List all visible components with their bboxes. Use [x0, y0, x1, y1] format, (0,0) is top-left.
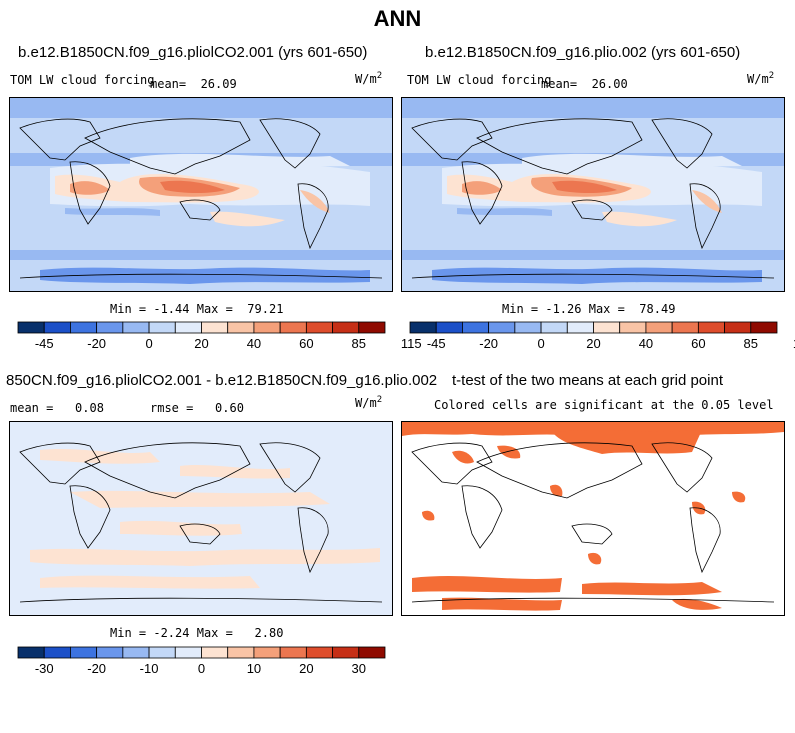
- colorbar-cell: [253, 321, 281, 334]
- colorbar-cell: [462, 321, 490, 334]
- colorbar-tick-label: -30: [35, 661, 54, 676]
- panel3-colorbar: -30 -20 -10 0 10 20 30: [17, 646, 386, 679]
- colorbar-cell: [305, 646, 333, 659]
- colorbar-cell: [514, 321, 542, 334]
- panel1-minmax: Min = -1.44 Max = 79.21: [110, 302, 284, 316]
- colorbar-cell: [697, 321, 725, 334]
- colorbar-cell: [43, 646, 71, 659]
- colorbar-tick-label: 20: [194, 336, 208, 351]
- panel4-map: [401, 421, 785, 616]
- panel1-map: [9, 97, 393, 292]
- colorbar-cell: [358, 646, 386, 659]
- colorbar-cell: [305, 321, 333, 334]
- colorbar-tick-label: -20: [87, 661, 106, 676]
- colorbar-tick-label: 0: [145, 336, 152, 351]
- colorbar-tick-label: 40: [247, 336, 261, 351]
- panel1-colorbar: -45 -20 0 20 40 60 85 115: [17, 321, 422, 354]
- colorbar-tick-label: 85: [352, 336, 366, 351]
- panel3-title: 850CN.f09_g16.pliolCO2.001 - b.e12.B1850…: [6, 372, 438, 389]
- colorbar-tick-label: -20: [87, 336, 106, 351]
- panel1-mean: mean= 26.09: [150, 77, 237, 91]
- colorbar-tick-label: 85: [744, 336, 758, 351]
- colorbar-cell: [671, 321, 699, 334]
- colorbar-cell: [435, 321, 463, 334]
- colorbar-cell: [279, 646, 307, 659]
- colorbar-cell: [645, 321, 673, 334]
- colorbar-cell: [96, 646, 124, 659]
- panel1-units: W/m2: [355, 71, 383, 86]
- panel3-minmax: Min = -2.24 Max = 2.80: [110, 626, 284, 640]
- colorbar-cell: [43, 321, 71, 334]
- colorbar-tick-label: 40: [639, 336, 653, 351]
- colorbar-tick-label: 60: [691, 336, 705, 351]
- colorbar-tick-label: 0: [198, 661, 205, 676]
- colorbar-tick-label: 115: [401, 336, 422, 351]
- colorbar-cell: [201, 646, 229, 659]
- colorbar-cell: [174, 321, 202, 334]
- colorbar-tick-label: 20: [299, 661, 313, 676]
- colorbar-cell: [70, 646, 98, 659]
- colorbar-cell: [488, 321, 516, 334]
- panel2-variable: TOM LW cloud forcing: [407, 73, 552, 87]
- colorbar-cell: [227, 646, 255, 659]
- colorbar-cell: [96, 321, 124, 334]
- colorbar-cell: [148, 646, 176, 659]
- panel1-title: b.e12.B1850CN.f09_g16.pliolCO2.001 (yrs …: [18, 44, 368, 61]
- panel3-units: W/m2: [355, 395, 383, 410]
- panel2-minmax: Min = -1.26 Max = 78.49: [502, 302, 676, 316]
- colorbar-cell: [619, 321, 647, 334]
- panel2-colorbar: -45 -20 0 20 40 60 85 115: [409, 321, 795, 354]
- colorbar-cell: [174, 646, 202, 659]
- colorbar-tick-label: 30: [352, 661, 366, 676]
- colorbar-cell: [279, 321, 307, 334]
- colorbar-cell: [593, 321, 621, 334]
- panel3-mean: mean = 0.08: [10, 401, 104, 415]
- panel3-rmse: rmse = 0.60: [150, 401, 244, 415]
- colorbar-cell: [540, 321, 568, 334]
- colorbar-tick-label: -45: [35, 336, 54, 351]
- colorbar-cell: [358, 321, 386, 334]
- colorbar-cell: [750, 321, 778, 334]
- colorbar-tick-label: 20: [586, 336, 600, 351]
- colorbar-cell: [122, 321, 150, 334]
- colorbar-cell: [17, 646, 45, 659]
- panel2-units: W/m2: [747, 71, 775, 86]
- colorbar-tick-label: 10: [247, 661, 261, 676]
- colorbar-cell: [253, 646, 281, 659]
- panel3-map: [9, 421, 393, 616]
- panel4-subtitle: Colored cells are significant at the 0.0…: [434, 398, 774, 412]
- colorbar-cell: [148, 321, 176, 334]
- colorbar-tick-label: -10: [140, 661, 159, 676]
- colorbar-tick-label: 115: [793, 336, 795, 351]
- colorbar-cell: [122, 646, 150, 659]
- panel2-title: b.e12.B1850CN.f09_g16.plio.002 (yrs 601-…: [425, 44, 741, 61]
- colorbar-cell: [332, 646, 360, 659]
- figure-title: ANN: [373, 6, 422, 31]
- colorbar-cell: [332, 321, 360, 334]
- colorbar-cell: [227, 321, 255, 334]
- colorbar-cell: [566, 321, 594, 334]
- panel4-title: t-test of the two means at each grid poi…: [452, 372, 723, 389]
- colorbar-cell: [724, 321, 752, 334]
- colorbar-cell: [70, 321, 98, 334]
- panel2-mean: mean= 26.00: [541, 77, 628, 91]
- colorbar-tick-label: -45: [427, 336, 446, 351]
- colorbar-tick-label: 60: [299, 336, 313, 351]
- panel2-map: [401, 97, 785, 292]
- colorbar-tick-label: -20: [479, 336, 498, 351]
- colorbar-cell: [17, 321, 45, 334]
- colorbar-cell: [201, 321, 229, 334]
- colorbar-tick-label: 0: [537, 336, 544, 351]
- colorbar-cell: [409, 321, 437, 334]
- panel1-variable: TOM LW cloud forcing: [10, 73, 155, 87]
